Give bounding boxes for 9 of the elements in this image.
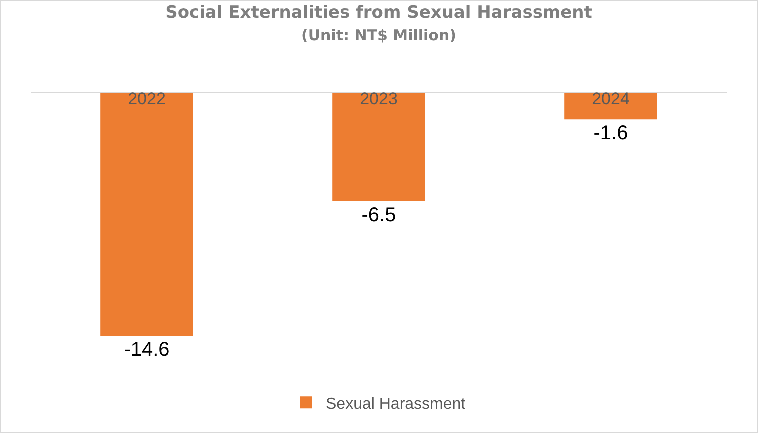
x-tick-label: 2023 [360, 90, 398, 108]
chart-subtitle: (Unit: NT$ Million) [301, 26, 457, 44]
data-label: -1.6 [594, 122, 628, 145]
x-tick-label: 2024 [592, 90, 630, 108]
data-label: -6.5 [362, 204, 396, 226]
legend-label: Sexual Harassment [326, 396, 466, 413]
data-label: -14.6 [124, 339, 170, 362]
x-tick-label: 2022 [128, 90, 166, 108]
chart-title: Social Externalities from Sexual Harassment [166, 3, 592, 24]
